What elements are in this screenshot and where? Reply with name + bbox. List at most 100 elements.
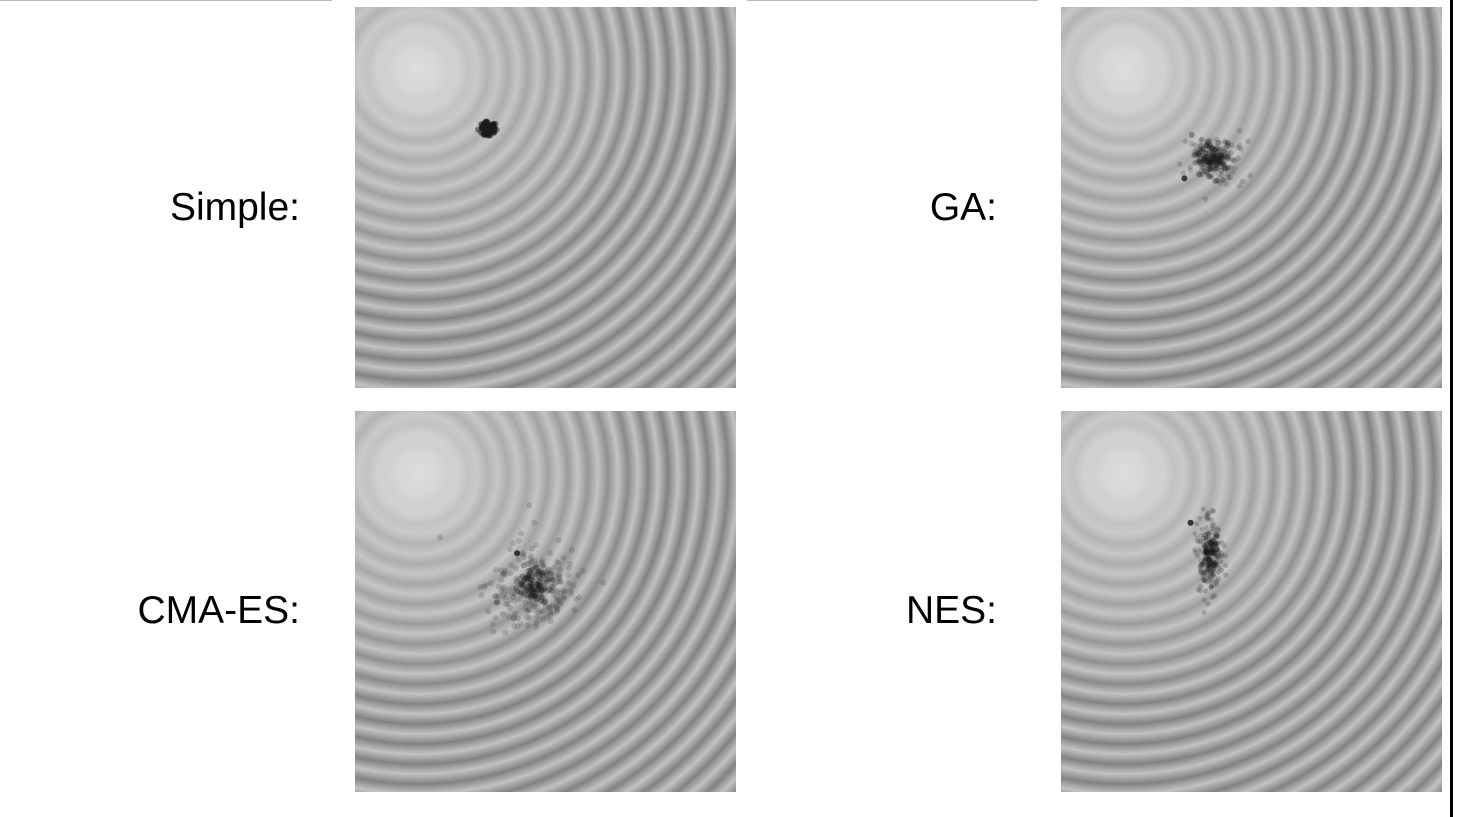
landscape-plot-cmaes xyxy=(355,411,736,792)
sample-point xyxy=(1211,558,1217,565)
sample-point xyxy=(1210,153,1217,160)
sample-point xyxy=(1216,156,1223,163)
sample-point xyxy=(1195,587,1201,593)
sample-point xyxy=(531,586,538,593)
sample-point xyxy=(1236,128,1243,134)
sample-point xyxy=(1221,138,1228,145)
sample-point xyxy=(1204,549,1210,555)
sample-point xyxy=(1210,537,1216,543)
sample-point xyxy=(540,599,547,606)
sample-point xyxy=(528,596,535,603)
sample-point xyxy=(1209,558,1215,564)
sample-point xyxy=(525,572,532,579)
sample-point xyxy=(1191,160,1197,166)
landscape-peak-glow xyxy=(355,411,736,792)
sample-point xyxy=(514,623,521,630)
sample-point xyxy=(568,587,575,594)
sample-point xyxy=(1203,141,1210,148)
sample-point xyxy=(510,593,517,600)
sample-point xyxy=(495,593,502,600)
sample-point xyxy=(1220,161,1227,168)
sample-point xyxy=(525,583,532,590)
sample-point xyxy=(1210,561,1217,568)
sample-point xyxy=(1195,171,1202,178)
sample-point xyxy=(524,622,531,629)
landscape-plot-nes xyxy=(1061,411,1442,792)
sample-point xyxy=(1218,167,1225,174)
sample-point xyxy=(1213,540,1219,546)
sample-point xyxy=(1215,569,1221,575)
sample-point xyxy=(1209,507,1215,514)
sample-point xyxy=(534,603,541,610)
sample-point xyxy=(1207,573,1213,580)
sample-point xyxy=(529,590,536,597)
sample-point xyxy=(528,602,535,609)
sample-point xyxy=(488,580,495,587)
sample-point xyxy=(513,579,520,586)
sample-point xyxy=(557,599,564,606)
sample-point xyxy=(1213,546,1220,553)
sample-point xyxy=(1196,547,1203,553)
sample-point xyxy=(1200,506,1206,512)
sample-point xyxy=(515,556,522,563)
sample-point xyxy=(1206,173,1213,180)
sample-point xyxy=(1221,147,1227,154)
sample-point xyxy=(532,591,539,598)
sample-point xyxy=(528,583,535,590)
sample-point xyxy=(514,550,521,557)
sample-point xyxy=(1216,146,1222,153)
sample-point xyxy=(1209,562,1216,569)
sample-point xyxy=(1214,165,1220,171)
sample-point xyxy=(1222,164,1229,170)
sample-point xyxy=(1209,146,1216,153)
sample-point xyxy=(527,584,534,591)
sample-point xyxy=(1203,142,1210,149)
sample-point xyxy=(1195,151,1202,158)
sample-point xyxy=(1229,142,1235,148)
sample-point xyxy=(1207,560,1213,567)
sample-point xyxy=(551,581,558,588)
sample-point xyxy=(1205,552,1211,558)
sample-point xyxy=(1212,553,1219,560)
panel-simple xyxy=(355,7,736,388)
sample-point xyxy=(1209,522,1215,528)
sample-point xyxy=(541,599,548,606)
sample-point xyxy=(1220,160,1227,167)
sample-point xyxy=(1206,158,1212,164)
sample-point xyxy=(1188,141,1195,147)
sample-point xyxy=(533,595,540,602)
sample-point xyxy=(1205,566,1211,573)
sample-point xyxy=(499,585,506,592)
sample-point xyxy=(494,599,501,606)
sample-point xyxy=(1214,148,1221,155)
sample-point xyxy=(527,575,534,582)
sample-point xyxy=(534,571,541,578)
sample-point xyxy=(1198,567,1204,573)
sample-point xyxy=(536,583,543,590)
sample-point xyxy=(1205,556,1212,563)
sample-point xyxy=(1197,584,1203,590)
sample-point xyxy=(524,560,531,567)
sample-point xyxy=(511,610,518,617)
sample-point xyxy=(1225,150,1231,156)
sample-point xyxy=(1214,525,1221,531)
sample-point xyxy=(479,126,486,133)
sample-point xyxy=(1239,178,1246,185)
sample-point xyxy=(1209,572,1215,578)
sample-point xyxy=(1201,578,1207,584)
sample-point xyxy=(1219,155,1226,161)
sample-point xyxy=(1198,168,1205,174)
sample-point xyxy=(528,583,535,590)
sample-point xyxy=(1208,584,1215,590)
sample-point xyxy=(1195,152,1202,159)
sample-point xyxy=(1194,150,1201,157)
sample-point xyxy=(518,592,525,599)
sample-point xyxy=(480,583,487,590)
sample-point xyxy=(1222,165,1229,172)
sample-point xyxy=(1203,540,1210,546)
sample-point xyxy=(491,123,498,130)
sample-point xyxy=(530,585,537,592)
sample-point xyxy=(1201,158,1207,165)
sample-point xyxy=(526,589,533,596)
sample-point xyxy=(544,576,551,583)
